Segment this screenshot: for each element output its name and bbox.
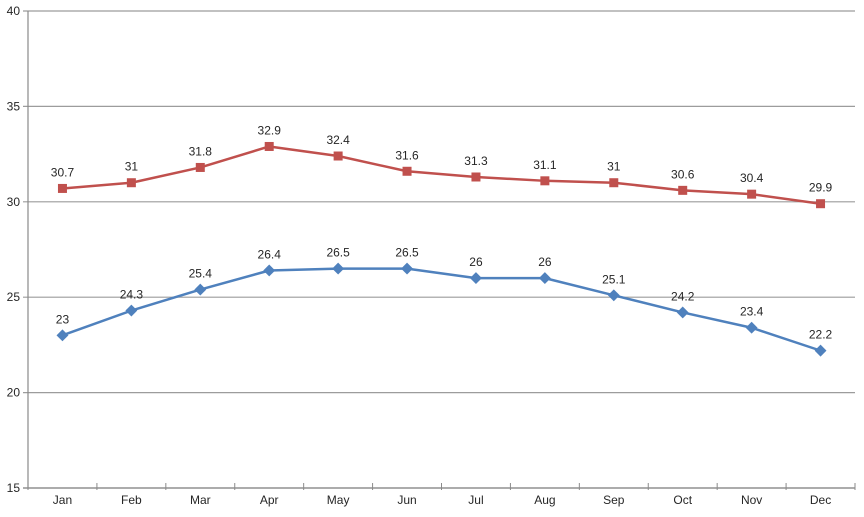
red-series-data-label: 32.4 [326, 133, 350, 147]
red-series-data-label: 32.9 [258, 123, 282, 137]
y-axis-tick-label: 15 [7, 481, 21, 495]
blue-series-marker [470, 272, 482, 285]
red-series-marker [471, 172, 481, 182]
red-series-marker [264, 141, 274, 151]
x-axis-tick-label: Nov [741, 493, 762, 507]
y-axis-tick-label: 30 [7, 195, 21, 209]
y-axis-tick-label: 35 [7, 99, 21, 113]
x-axis-tick-label: Jul [468, 493, 483, 507]
red-series-data-label: 31 [607, 160, 621, 174]
red-series-marker [195, 162, 205, 172]
y-axis-tick-label: 20 [7, 386, 21, 400]
blue-series-data-label: 25.1 [602, 272, 626, 286]
red-series-data-label: 31.8 [189, 144, 213, 158]
blue-series-marker [332, 262, 345, 275]
blue-series-data-label: 24.3 [120, 288, 144, 302]
red-series-line [61, 145, 822, 205]
red-series-data-label: 31.3 [464, 154, 488, 168]
red-series-marker [540, 176, 550, 186]
red-series-marker [609, 178, 619, 188]
blue-series-marker [263, 264, 276, 277]
x-axis-tick-label: Sep [603, 493, 625, 507]
red-series-marker [678, 185, 688, 195]
blue-series-data-label: 26 [538, 255, 552, 269]
y-axis-tick-label: 40 [7, 4, 21, 18]
blue-series-data-label: 26.5 [326, 246, 350, 260]
red-series-marker [747, 189, 757, 199]
red-series-marker [333, 151, 343, 161]
blue-series-data-label: 23 [56, 312, 70, 326]
blue-series-data-label: 23.4 [740, 305, 764, 319]
x-axis-tick-label: Jan [53, 493, 72, 507]
x-axis-tick-label: Jun [397, 493, 416, 507]
blue-series-marker [401, 262, 413, 275]
blue-series-data-label: 24.2 [671, 289, 695, 303]
red-series-data-label: 30.7 [51, 165, 75, 179]
blue-series-data-label: 26.4 [258, 247, 282, 261]
blue-series-data-label: 26 [469, 255, 483, 269]
red-series-data-label: 30.6 [671, 167, 695, 181]
x-axis-tick-label: Feb [121, 493, 142, 507]
red-series-marker [126, 178, 136, 188]
x-axis-tick-label: Oct [673, 493, 692, 507]
red-series-data-label: 31.1 [533, 158, 557, 172]
red-series-marker [402, 166, 412, 176]
red-series-marker [816, 199, 826, 209]
red-series-marker [57, 183, 67, 193]
y-axis-tick-label: 25 [7, 290, 21, 304]
red-series-data-label: 31 [125, 160, 139, 174]
blue-series-data-label: 22.2 [809, 328, 833, 342]
blue-series-line [61, 267, 822, 352]
red-series-data-label: 29.9 [809, 181, 833, 195]
blue-series-data-label: 25.4 [189, 267, 213, 281]
x-axis-tick-label: Aug [534, 493, 555, 507]
x-axis-tick-label: May [327, 493, 350, 507]
red-series-data-label: 30.4 [740, 171, 764, 185]
x-axis-tick-label: Apr [260, 493, 279, 507]
blue-series-data-label: 26.5 [395, 246, 419, 260]
x-axis-tick-label: Mar [190, 493, 211, 507]
x-axis-tick-label: Dec [810, 493, 831, 507]
red-series-data-label: 31.6 [395, 148, 419, 162]
